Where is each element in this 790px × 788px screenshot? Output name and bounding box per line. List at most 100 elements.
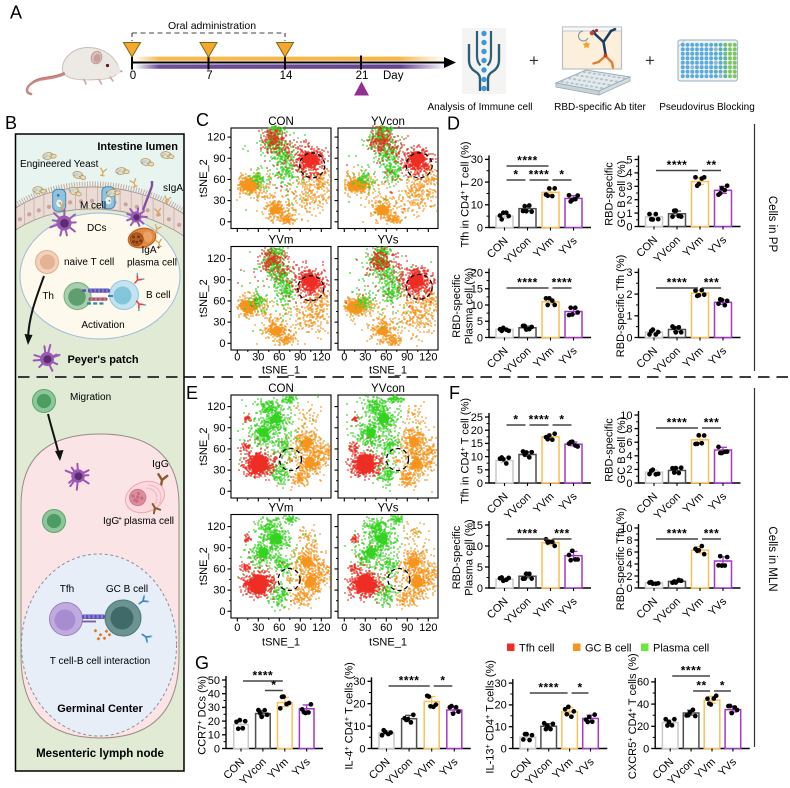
svg-text:14: 14 xyxy=(280,70,293,82)
svg-text:****: **** xyxy=(253,669,274,683)
svg-text:50: 50 xyxy=(208,675,220,687)
svg-text:+: + xyxy=(645,51,655,70)
svg-text:0: 0 xyxy=(359,743,365,755)
svg-text:*: * xyxy=(720,679,725,693)
svg-text:120: 120 xyxy=(207,253,225,265)
svg-text:RBD-specific: RBD-specific xyxy=(603,162,615,226)
svg-text:20: 20 xyxy=(208,716,220,728)
svg-text:*: * xyxy=(577,681,582,695)
svg-text:+​: +​ xyxy=(118,516,122,523)
svg-text:*: * xyxy=(271,678,276,692)
svg-text:M cell: M cell xyxy=(80,201,106,212)
svg-text:****: **** xyxy=(517,154,538,168)
svg-text:30: 30 xyxy=(208,702,220,714)
svg-text:10: 10 xyxy=(471,300,483,312)
svg-text:CXCR5+​ CD4+​ T cells (%): CXCR5+​ CD4+​ T cells (%) xyxy=(626,653,640,779)
svg-text:0: 0 xyxy=(214,743,220,755)
svg-text:15: 15 xyxy=(471,284,483,296)
svg-text:RBD-specific Tfh (%): RBD-specific Tfh (%) xyxy=(615,255,627,357)
svg-text:5: 5 xyxy=(477,562,483,574)
svg-text:15: 15 xyxy=(471,520,483,532)
svg-text:10: 10 xyxy=(471,541,483,553)
svg-text:*: * xyxy=(559,168,564,182)
svg-text:Th: Th xyxy=(42,291,54,302)
svg-text:Pseudovirus Blocking: Pseudovirus Blocking xyxy=(659,102,755,113)
svg-text:20: 20 xyxy=(495,700,507,712)
svg-text:30: 30 xyxy=(252,352,264,364)
svg-text:Mesenteric lymph node: Mesenteric lymph node xyxy=(36,748,164,760)
svg-text:10: 10 xyxy=(471,451,483,463)
svg-text:5: 5 xyxy=(626,154,632,166)
svg-text:****: **** xyxy=(681,664,702,678)
svg-text:GC B cell (%): GC B cell (%) xyxy=(616,161,628,228)
svg-text:60: 60 xyxy=(637,677,649,689)
svg-text:1: 1 xyxy=(626,208,632,220)
svg-text:1: 1 xyxy=(626,311,632,323)
svg-text:0: 0 xyxy=(219,486,225,498)
svg-text:GC B cell (%): GC B cell (%) xyxy=(616,417,628,484)
svg-text:CON: CON xyxy=(268,116,294,128)
svg-text:Activation: Activation xyxy=(81,320,124,331)
svg-text:F: F xyxy=(449,383,460,403)
svg-text:120: 120 xyxy=(312,622,330,634)
svg-text:tSNE_2: tSNE_2 xyxy=(198,159,210,197)
svg-text:0: 0 xyxy=(626,221,632,233)
svg-text:GC B cell: GC B cell xyxy=(585,643,631,655)
svg-text:Tfh in CD4+​ T cell (%): Tfh in CD4+​ T cell (%) xyxy=(458,398,472,504)
svg-text:60: 60 xyxy=(273,352,285,364)
svg-text:0: 0 xyxy=(341,622,347,634)
svg-text:10: 10 xyxy=(471,200,483,212)
svg-text:30: 30 xyxy=(495,678,507,690)
svg-text:10: 10 xyxy=(620,410,632,422)
svg-text:YVm: YVm xyxy=(269,503,294,515)
svg-text:DCs: DCs xyxy=(87,223,106,234)
svg-text:IgG: IgG xyxy=(152,458,169,470)
svg-text:sIgA: sIgA xyxy=(163,183,183,194)
svg-text:0: 0 xyxy=(501,743,507,755)
svg-text:0: 0 xyxy=(626,583,632,595)
svg-text:20: 20 xyxy=(471,425,483,437)
svg-text:YVcon: YVcon xyxy=(371,383,405,395)
svg-text:60: 60 xyxy=(380,622,392,634)
svg-text:120: 120 xyxy=(207,401,225,413)
svg-text:Plasma cell (%): Plasma cell (%) xyxy=(463,519,475,595)
svg-text:Analysis of Immune cell: Analysis of Immune cell xyxy=(427,102,532,113)
svg-text:0: 0 xyxy=(219,216,225,228)
svg-text:0: 0 xyxy=(477,583,483,595)
svg-text:Peyer's patch: Peyer's patch xyxy=(67,354,138,366)
svg-text:0: 0 xyxy=(219,338,225,350)
svg-text:8: 8 xyxy=(626,423,632,435)
svg-text:Tfh: Tfh xyxy=(60,584,74,595)
svg-text:20: 20 xyxy=(353,699,365,711)
svg-text:Cells in PP: Cells in PP xyxy=(766,196,778,253)
svg-text:tSNE_1: tSNE_1 xyxy=(262,637,300,649)
svg-text:Engineered Yeast: Engineered Yeast xyxy=(20,159,99,170)
svg-text:Oral administration: Oral administration xyxy=(168,20,256,32)
svg-text:0: 0 xyxy=(234,622,240,634)
svg-text:0: 0 xyxy=(234,352,240,364)
svg-text:90: 90 xyxy=(294,352,306,364)
svg-text:30: 30 xyxy=(359,622,371,634)
svg-text:Tfh cell: Tfh cell xyxy=(519,643,554,655)
svg-text:YVm: YVm xyxy=(269,235,294,247)
svg-text:90: 90 xyxy=(213,153,225,165)
svg-text:B: B xyxy=(5,113,17,133)
svg-text:tSNE_2: tSNE_2 xyxy=(198,279,210,317)
svg-text:*: * xyxy=(513,413,518,427)
svg-text:30: 30 xyxy=(353,676,365,688)
svg-text:30: 30 xyxy=(359,352,371,364)
svg-text:90: 90 xyxy=(294,622,306,634)
svg-text:IgA+​: IgA+​ xyxy=(142,245,161,257)
svg-text:****: **** xyxy=(529,413,550,427)
svg-text:90: 90 xyxy=(401,352,413,364)
svg-text:tSNE_1: tSNE_1 xyxy=(369,637,407,649)
svg-text:60: 60 xyxy=(213,295,225,307)
svg-text:C: C xyxy=(196,110,209,130)
svg-text:tSNE_2: tSNE_2 xyxy=(198,547,210,585)
svg-text:Germinal Center: Germinal Center xyxy=(57,703,143,715)
svg-text:RBD-specific Tfh (%): RBD-specific Tfh (%) xyxy=(615,508,627,610)
svg-text:30: 30 xyxy=(213,465,225,477)
svg-text:A: A xyxy=(10,3,22,23)
svg-text:5: 5 xyxy=(477,465,483,477)
svg-text:0: 0 xyxy=(341,352,347,364)
